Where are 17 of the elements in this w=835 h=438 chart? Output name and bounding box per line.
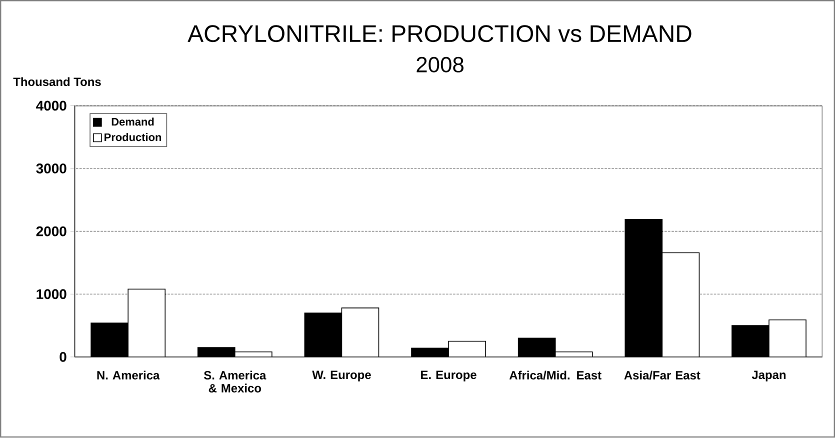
y-tick-label: 1000 xyxy=(36,289,66,300)
chart-subtitle: 2008 xyxy=(416,57,464,73)
chart-title: ACRYLONITRILE: PRODUCTION vs DEMAND xyxy=(188,25,692,42)
legend-label: Production xyxy=(104,133,162,142)
legend-label: Demand xyxy=(112,118,154,126)
x-tick-label: Asia/Far East xyxy=(624,370,700,380)
x-tick-label: Africa/Mid. East xyxy=(509,370,602,380)
y-axis-title: Thousand Tons xyxy=(13,77,101,86)
y-tick-label: 4000 xyxy=(36,100,66,111)
x-tick-label: Japan xyxy=(752,370,786,382)
y-tick-label: 0 xyxy=(60,352,66,362)
y-tick-label: 3000 xyxy=(36,164,66,174)
x-tick-label: W. Europe xyxy=(312,370,371,382)
x-tick-label: N. America xyxy=(97,370,160,380)
x-tick-label: E. Europe xyxy=(421,370,476,382)
x-tick-label: S. America & Mexico xyxy=(204,370,266,393)
y-tick-label: 2000 xyxy=(36,226,66,236)
